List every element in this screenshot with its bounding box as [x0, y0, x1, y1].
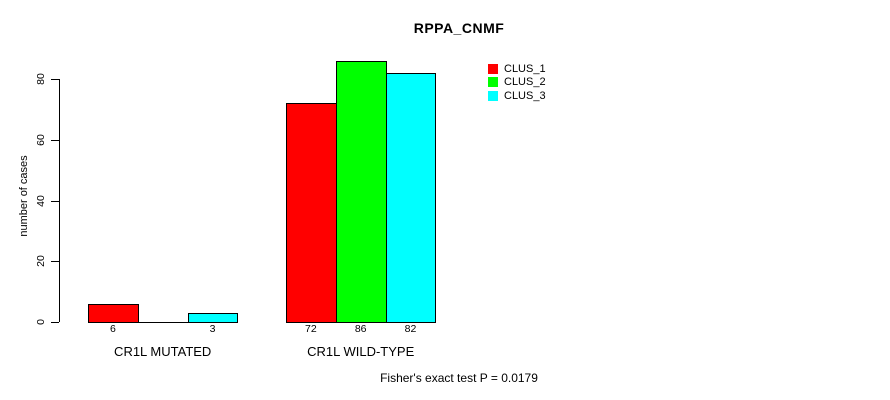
chart-title: RPPA_CNMF — [413, 20, 505, 36]
legend-item-clus_1: CLUS_1 — [488, 62, 546, 75]
y-axis-tick-label: 60 — [35, 133, 47, 146]
y-axis-tick-label: 80 — [35, 73, 47, 85]
legend-swatch-clus_3 — [488, 90, 498, 101]
legend-label: CLUS_1 — [504, 62, 546, 75]
bar-value-label: 82 — [404, 323, 417, 335]
legend-swatch-clus_1 — [488, 63, 498, 74]
bar-value-label: 86 — [354, 323, 367, 335]
legend-label: CLUS_3 — [504, 89, 546, 102]
fisher-test-annotation: Fisher's exact test P = 0.0179 — [380, 371, 538, 385]
legend: CLUS_1 CLUS_2 CLUS_3 — [488, 62, 546, 103]
category-label: CR1L WILD-TYPE — [307, 344, 415, 359]
bar-clus_1-2 — [286, 103, 337, 323]
bar-value-label: 72 — [305, 323, 317, 335]
y-axis-tick-mark — [51, 200, 59, 202]
legend-item-clus_3: CLUS_3 — [488, 89, 546, 102]
y-axis-line — [59, 79, 60, 322]
y-axis-tick-mark — [51, 139, 59, 141]
y-axis-tick-mark — [51, 322, 59, 323]
legend-swatch-clus_2 — [488, 77, 498, 87]
category-label: CR1L MUTATED — [114, 344, 212, 359]
bar-value-label: 3 — [209, 323, 216, 335]
y-axis-tick-mark — [51, 261, 59, 263]
group-baseline — [88, 322, 239, 323]
bar-clus_3-1 — [187, 312, 239, 323]
bar-clus_2-2 — [335, 60, 387, 323]
bar-value-label: 6 — [109, 323, 116, 335]
y-axis-tick-label: 0 — [35, 319, 47, 325]
y-axis-tick-mark — [51, 79, 59, 80]
bar-clus_1-1 — [88, 303, 139, 323]
bar-clus_3-2 — [385, 72, 437, 323]
y-axis-title-text: number of cases — [18, 155, 30, 237]
legend-label: CLUS_2 — [504, 76, 546, 88]
y-axis-tick-label: 40 — [35, 194, 47, 207]
y-axis-tick-label: 20 — [35, 255, 47, 268]
legend-item-clus_2: CLUS_2 — [488, 76, 546, 89]
